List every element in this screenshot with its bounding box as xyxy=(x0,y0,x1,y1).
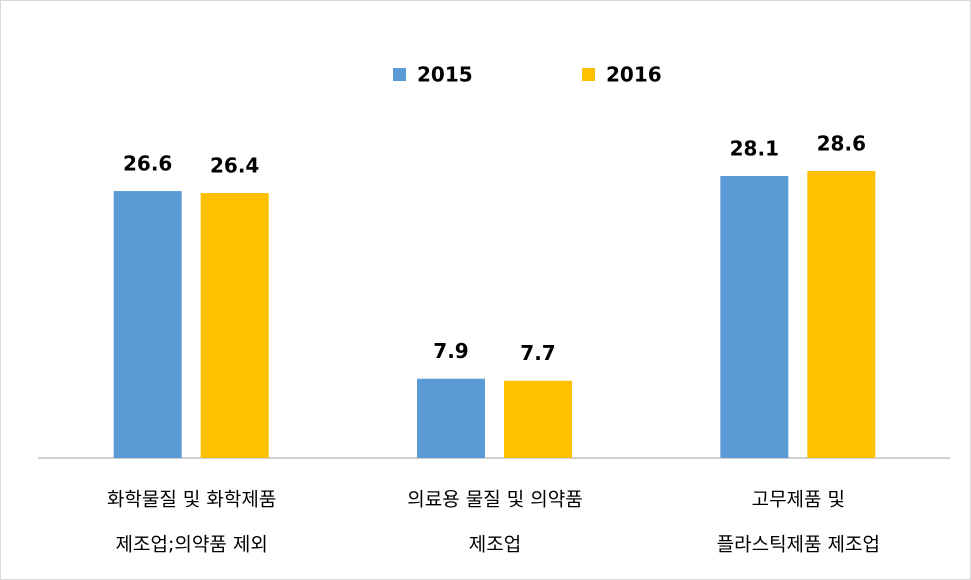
bar xyxy=(113,191,182,458)
x-tick-label: 의료용 물질 및 의약품 xyxy=(407,489,582,511)
x-tick-label: 제조업 xyxy=(469,534,521,556)
bar xyxy=(200,193,269,459)
x-tick-label: 제조업;의약품 제외 xyxy=(116,534,268,556)
data-label: 26.4 xyxy=(210,154,259,178)
legend-swatch xyxy=(582,68,595,81)
legend-swatch xyxy=(393,68,406,81)
x-tick-label: 화학물질 및 화학제품 xyxy=(107,489,276,511)
legend-label: 2015 xyxy=(417,63,473,87)
x-tick-label: 플라스틱제품 제조업 xyxy=(717,534,880,556)
data-label: 26.6 xyxy=(123,152,172,176)
bar xyxy=(504,380,572,458)
data-label: 7.9 xyxy=(433,339,468,363)
data-label: 28.1 xyxy=(730,137,779,161)
bar xyxy=(417,378,485,458)
bar xyxy=(807,171,876,458)
legend-label: 2016 xyxy=(606,63,662,87)
x-tick-label: 고무제품 및 xyxy=(752,489,845,511)
bar xyxy=(720,176,789,458)
data-label: 28.6 xyxy=(817,132,866,156)
data-label: 7.7 xyxy=(520,341,555,365)
